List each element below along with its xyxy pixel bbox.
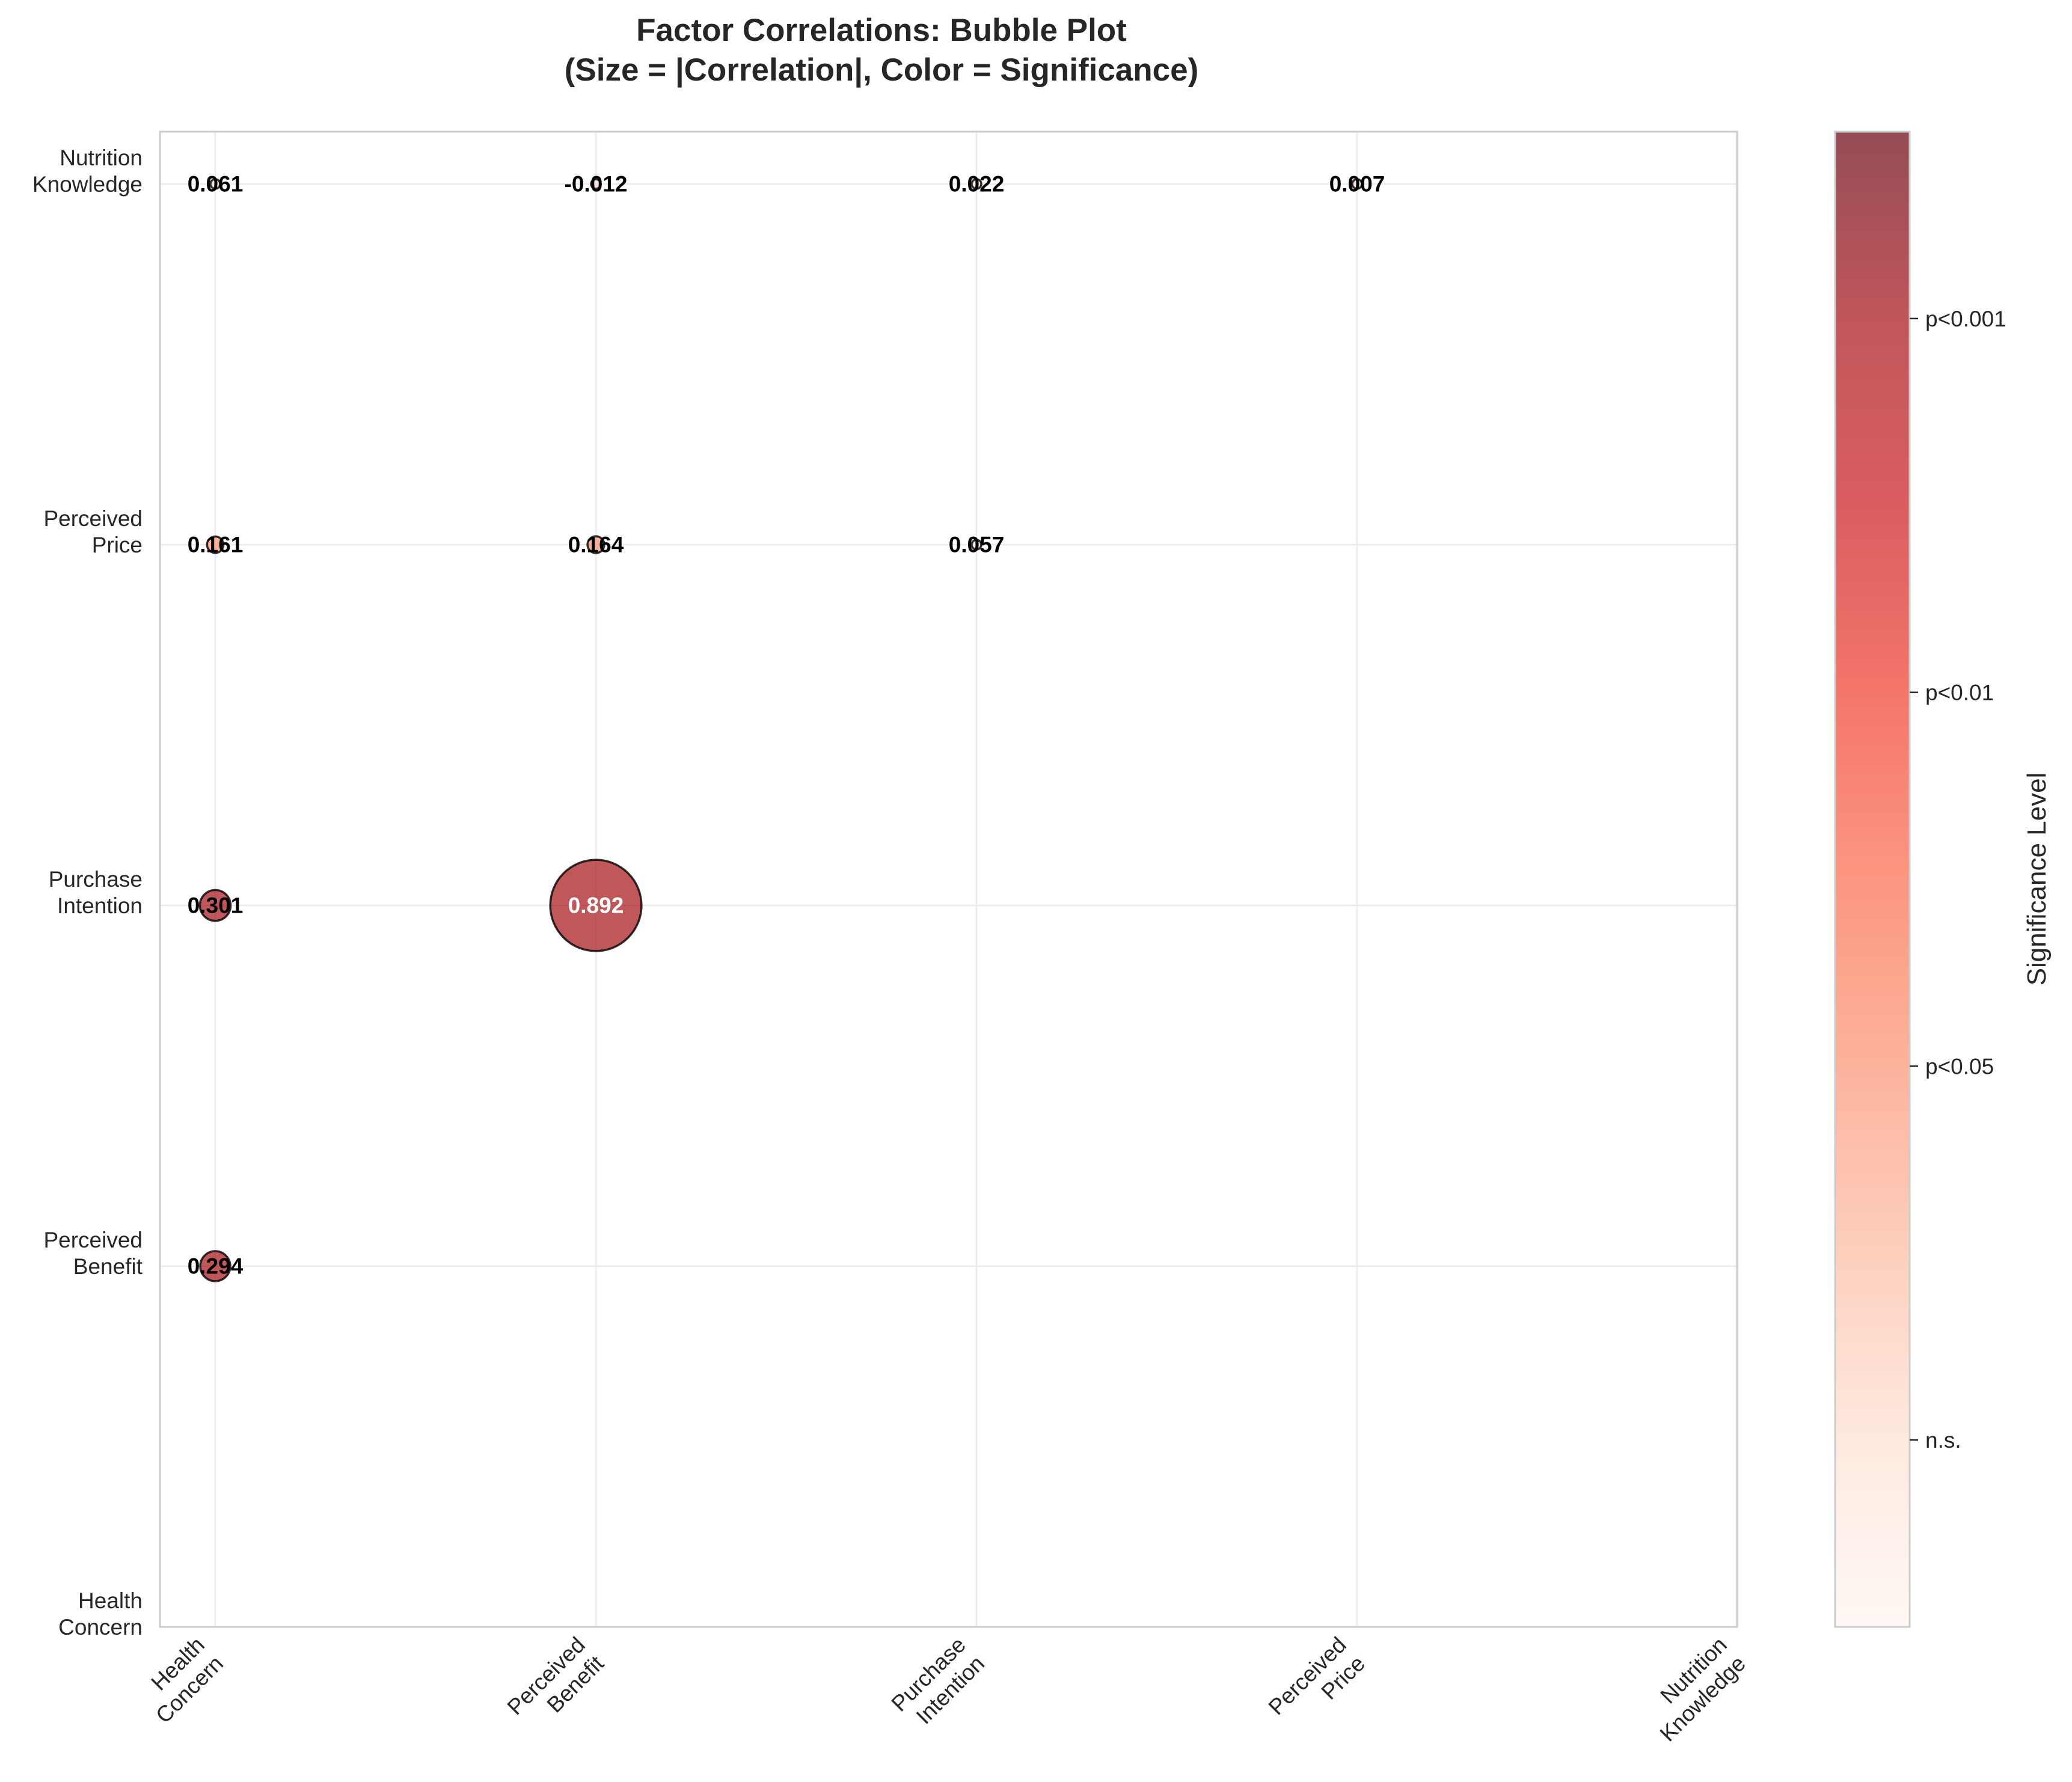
y-tick-label: Perceived Benefit xyxy=(43,1228,143,1279)
svg-text:PurchaseIntention: PurchaseIntention xyxy=(886,1632,989,1735)
bubble-value-label: 0.294 xyxy=(188,1254,244,1279)
chart-title: Factor Correlations: Bubble Plot xyxy=(636,13,1127,48)
bubble xyxy=(970,539,982,551)
bubble-value-label: 0.892 xyxy=(568,893,624,918)
bubble xyxy=(970,178,982,190)
bubble xyxy=(206,535,225,554)
y-tick-label: Purchase Intention xyxy=(49,867,143,918)
bubble-value-label: 0.164 xyxy=(568,533,624,557)
value-label-layer: 0.294 0.301 0.161 0.061 0.892 0.164 -0.012 0.05… xyxy=(188,172,1385,1279)
svg-text:NutritionKnowledge: NutritionKnowledge xyxy=(1637,1632,1751,1747)
svg-text:PerceivedBenefit: PerceivedBenefit xyxy=(503,1632,609,1739)
bubble xyxy=(590,178,602,190)
y-tick-labels: Health Concern Perceived Benefit Purchase Int… xyxy=(32,145,143,1640)
colorbar-tick-label: p<0.05 xyxy=(1925,1054,1994,1079)
grid-lines xyxy=(160,132,1739,1628)
colorbar-tick-label: p<0.001 xyxy=(1925,307,2006,331)
x-tick-labels: HealthConcern PerceivedBenefit PurchaseInt… xyxy=(132,1632,1751,1747)
bubble-value-label: 0.161 xyxy=(188,533,244,557)
y-tick-label: Nutrition Knowledge xyxy=(32,145,143,197)
colorbar-frame xyxy=(1834,130,1911,1628)
colorbar-tick-label: p<0.01 xyxy=(1925,681,1994,705)
colorbar-gradient xyxy=(1835,132,1910,1627)
x-tick-label: NutritionKnowledge xyxy=(1637,1632,1751,1747)
colorbar-tick-label: n.s. xyxy=(1925,1428,1961,1453)
chart-subtitle: (Size = |Correlation|, Color = Significa… xyxy=(565,52,1199,88)
bubble-value-label: 0.007 xyxy=(1329,172,1385,197)
x-tick-label: PerceivedBenefit xyxy=(503,1632,609,1739)
bubble-value-label: 0.061 xyxy=(188,172,244,197)
bubble xyxy=(198,889,232,922)
bubble-value-label: -0.012 xyxy=(565,172,628,197)
plot-frame xyxy=(159,130,1738,1628)
bubble-value-label: 0.057 xyxy=(949,533,1005,557)
bubble xyxy=(1351,178,1363,190)
y-tick-label: Health Concern xyxy=(58,1588,143,1640)
y-tick-label: Perceived Price xyxy=(43,506,143,557)
svg-text:HealthConcern: HealthConcern xyxy=(132,1632,228,1728)
svg-text:PerceivedPrice: PerceivedPrice xyxy=(1264,1632,1370,1738)
bubble xyxy=(549,859,643,952)
bubble-layer xyxy=(198,178,1363,1282)
x-tick-label: PurchaseIntention xyxy=(886,1632,989,1735)
bubble xyxy=(199,1250,231,1282)
colorbar-label: Significance Level xyxy=(2022,773,2052,986)
bubble xyxy=(209,178,221,190)
colorbar-ticks: n.s. p<0.05 p<0.01 p<0.001 xyxy=(1910,307,2006,1453)
bubble xyxy=(586,535,605,554)
colorbar: n.s. p<0.05 p<0.01 p<0.001 Significance Lev… xyxy=(1834,130,2052,1628)
x-tick-label: HealthConcern xyxy=(132,1632,228,1728)
bubble-value-label: 0.301 xyxy=(188,893,244,918)
bubble-value-label: 0.022 xyxy=(949,172,1005,197)
x-tick-label: PerceivedPrice xyxy=(1264,1632,1370,1738)
